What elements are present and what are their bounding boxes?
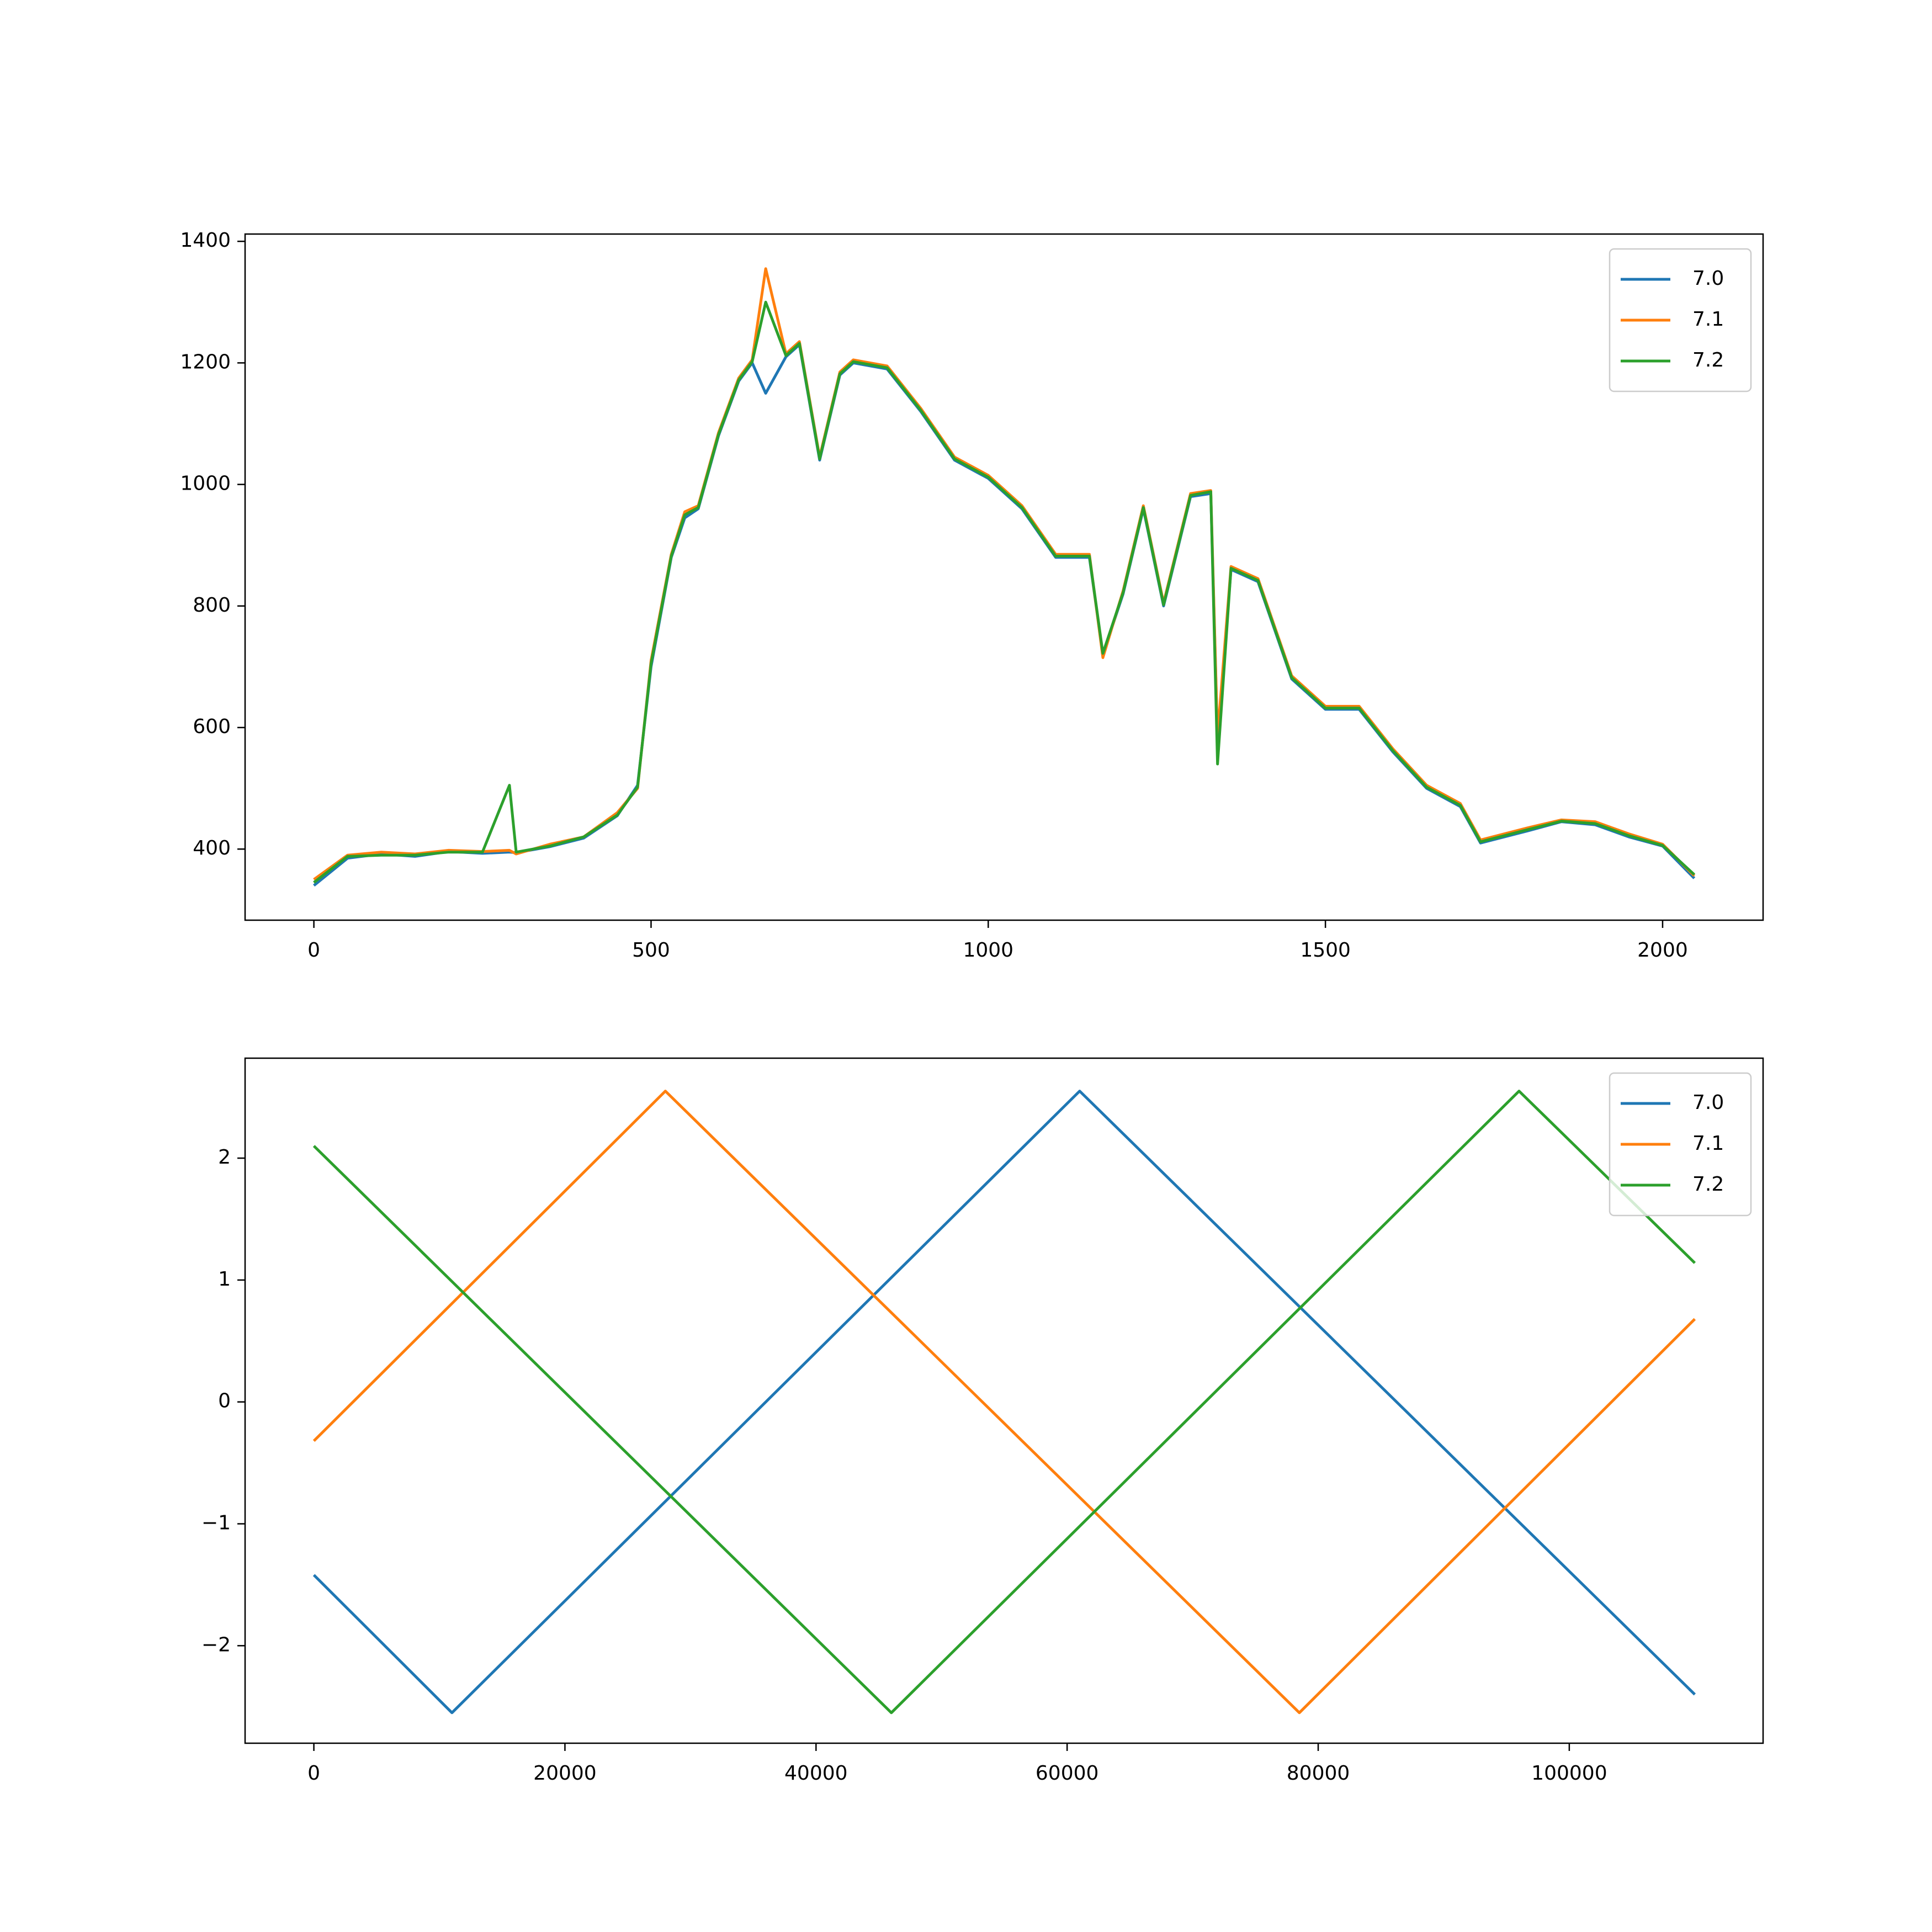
legend-label: 7.2 xyxy=(1692,349,1724,371)
y-tick-label: 1 xyxy=(218,1268,231,1291)
x-tick-label: 2000 xyxy=(1637,939,1688,962)
x-tick-label: 500 xyxy=(632,939,670,962)
y-tick-label: 0 xyxy=(218,1390,231,1413)
axes-frame xyxy=(244,1057,1764,1744)
legend-label: 7.0 xyxy=(1692,267,1724,290)
series-line xyxy=(312,1090,1696,1715)
legend-label: 7.1 xyxy=(1692,308,1724,331)
legend-label: 7.1 xyxy=(1692,1132,1724,1155)
axes-frame xyxy=(244,233,1764,921)
x-tick-label: 60000 xyxy=(1036,1762,1099,1785)
y-tick-label: 1200 xyxy=(180,351,231,373)
legend-label: 7.2 xyxy=(1692,1173,1724,1196)
y-tick-label: 400 xyxy=(193,837,231,859)
x-tick-label: 100000 xyxy=(1531,1762,1607,1785)
series-line xyxy=(313,300,1696,884)
series-line xyxy=(312,1090,1696,1715)
y-tick-label: −2 xyxy=(201,1633,231,1656)
x-tick-label: 0 xyxy=(307,939,320,962)
y-tick-label: 2 xyxy=(218,1146,231,1169)
y-tick-label: −1 xyxy=(201,1512,231,1535)
legend-box xyxy=(1609,1072,1752,1217)
x-tick-label: 40000 xyxy=(784,1762,848,1785)
x-tick-label: 1500 xyxy=(1300,939,1351,962)
y-tick-label: 1000 xyxy=(180,473,231,495)
legend-box xyxy=(1609,248,1752,392)
x-tick-label: 1000 xyxy=(963,939,1013,962)
legend-label: 7.0 xyxy=(1692,1091,1724,1114)
x-tick-label: 0 xyxy=(307,1762,320,1785)
y-tick-label: 600 xyxy=(193,715,231,738)
x-tick-label: 20000 xyxy=(533,1762,597,1785)
x-tick-label: 80000 xyxy=(1287,1762,1350,1785)
y-tick-label: 1400 xyxy=(180,229,231,252)
series-line xyxy=(312,1090,1696,1715)
y-tick-label: 800 xyxy=(193,594,231,617)
